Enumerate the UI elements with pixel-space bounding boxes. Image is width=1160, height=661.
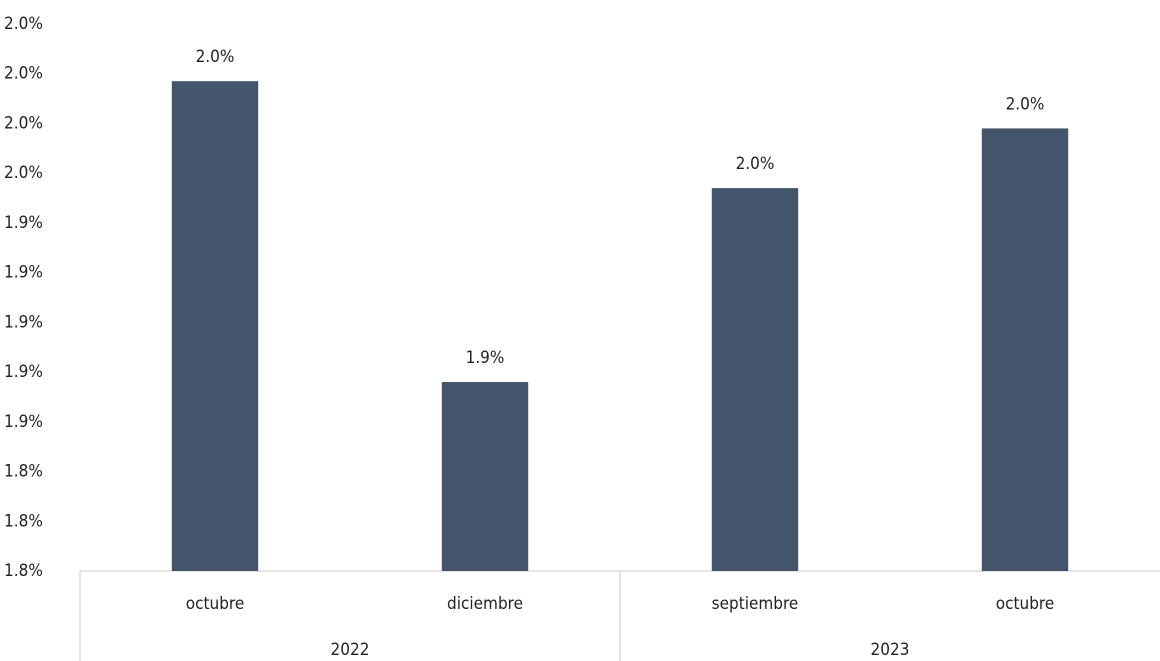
bar [981,128,1069,571]
x-tick-label: diciembre [447,594,523,614]
y-tick-label: 1.8% [4,561,43,581]
y-tick-label: 1.9% [4,263,43,283]
data-label: 2.0% [736,154,775,174]
x-tick-label: octubre [186,594,245,614]
y-tick-label: 2.0% [4,163,43,183]
bar [171,81,259,571]
y-tick-label: 1.9% [4,412,43,432]
bar [711,188,799,571]
y-tick-label: 2.0% [4,64,43,84]
y-tick-label: 1.9% [4,362,43,382]
group-label: 2023 [871,640,910,660]
x-tick-label: octubre [996,594,1055,614]
y-tick-label: 1.9% [4,213,43,233]
group-label: 2022 [331,640,370,660]
bar [441,382,529,571]
y-tick-label: 1.8% [4,511,43,531]
y-tick-label: 1.9% [4,312,43,332]
data-label: 2.0% [1006,94,1045,114]
data-label: 2.0% [196,47,235,67]
data-label: 1.9% [466,348,505,368]
y-tick-label: 2.0% [4,14,43,34]
x-tick-label: septiembre [712,594,799,614]
y-tick-label: 1.8% [4,462,43,482]
y-tick-label: 2.0% [4,113,43,133]
